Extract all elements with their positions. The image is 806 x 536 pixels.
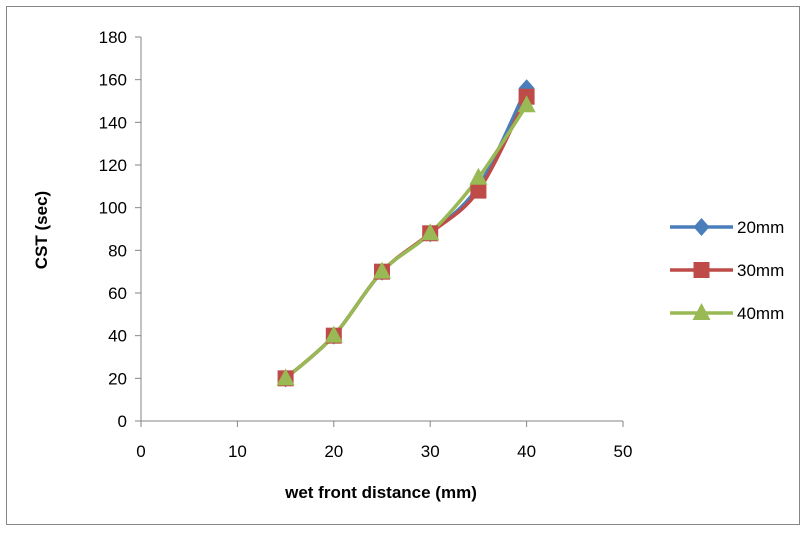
y-tick-label: 120 [99, 156, 127, 175]
legend: 20mm 30mm 40mm [670, 218, 784, 323]
series-markers [276, 79, 536, 388]
x-tick-label: 10 [228, 442, 247, 461]
y-tick-label: 160 [99, 71, 127, 90]
data-point-40mm-4 [469, 167, 488, 185]
data-point-40mm-1 [324, 325, 343, 343]
legend-marker-30mm [693, 262, 710, 278]
y-tick-label: 60 [108, 284, 127, 303]
legend-label-40mm: 40mm [737, 304, 784, 323]
chart-border [6, 6, 800, 525]
y-axis-title: CST (sec) [32, 191, 51, 269]
data-point-30mm-4 [470, 182, 487, 199]
x-axis-ticks: 0 10 20 30 40 50 [136, 421, 632, 461]
x-tick-label: 0 [136, 442, 145, 461]
y-tick-label: 40 [108, 327, 127, 346]
y-tick-label: 20 [108, 369, 127, 388]
data-point-40mm-0 [276, 368, 295, 386]
x-axis-title: wet front distance (mm) [284, 483, 477, 502]
x-tick-label: 40 [517, 442, 536, 461]
data-point-40mm-5 [517, 95, 536, 113]
x-tick-label: 20 [324, 442, 343, 461]
legend-marker-20mm [693, 218, 710, 236]
y-tick-label: 180 [99, 28, 127, 47]
data-point-40mm-3 [421, 223, 440, 241]
data-point-40mm-2 [373, 261, 391, 279]
legend-marker-40mm [692, 303, 711, 320]
y-tick-label: 140 [99, 113, 127, 132]
legend-label-20mm: 20mm [737, 218, 784, 237]
y-tick-label: 80 [108, 241, 127, 260]
x-tick-label: 30 [421, 442, 440, 461]
legend-label-30mm: 30mm [737, 261, 784, 280]
y-axis-ticks: 0 20 40 60 80 100 120 140 160 180 [99, 28, 141, 431]
y-tick-label: 0 [118, 412, 127, 431]
x-tick-label: 50 [614, 442, 633, 461]
y-tick-label: 100 [99, 199, 127, 218]
